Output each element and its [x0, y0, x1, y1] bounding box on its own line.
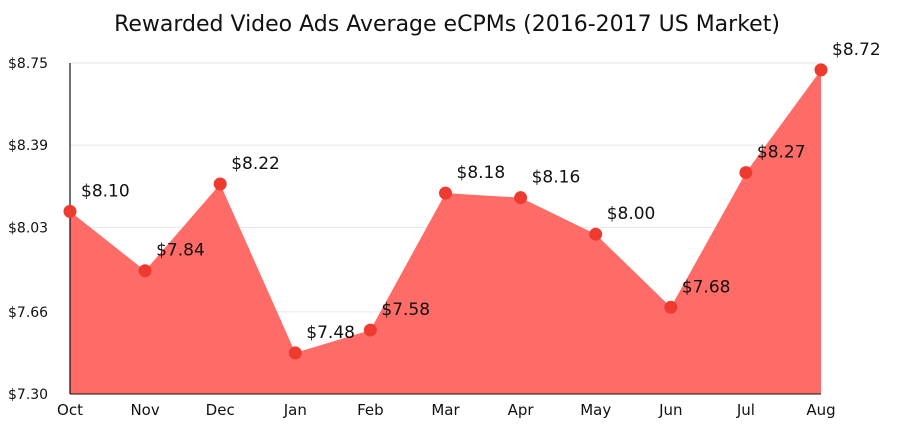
data-point: [814, 63, 828, 77]
x-tick-label: May: [580, 401, 611, 419]
data-label: $8.18: [457, 163, 506, 183]
data-label: $7.48: [306, 323, 355, 343]
x-tick-label: Feb: [357, 401, 384, 419]
data-label: $8.10: [81, 181, 130, 201]
data-point: [363, 323, 377, 337]
data-label: $8.27: [757, 143, 806, 163]
data-label: $8.00: [607, 204, 656, 224]
data-markers: [63, 63, 828, 360]
x-tick-label: Oct: [57, 401, 83, 419]
y-tick-label: $8.75: [8, 56, 48, 72]
x-tick-label: Nov: [130, 401, 159, 419]
chart-title: Rewarded Video Ads Average eCPMs (2016-2…: [114, 12, 780, 37]
x-tick-label: Apr: [508, 401, 535, 419]
data-point: [63, 204, 77, 218]
x-tick-label: Jan: [283, 401, 307, 419]
data-label: $8.22: [231, 154, 280, 174]
data-labels: $8.10 $7.84 $8.22 $7.48 $7.58 $8.18 $8.16 $8.00…: [81, 40, 881, 343]
data-label: $7.84: [156, 241, 205, 261]
axes: [69, 63, 821, 395]
data-label: $8.72: [832, 40, 881, 60]
data-point: [288, 346, 302, 360]
y-tick-label: $7.30: [8, 387, 48, 403]
y-axis-ticks: $7.30 $7.66 $8.03 $8.39 $8.75: [8, 56, 48, 403]
data-point: [213, 177, 227, 191]
data-point: [514, 191, 528, 205]
y-tick-label: $8.39: [8, 138, 48, 154]
x-tick-label: Jul: [736, 401, 755, 419]
y-tick-label: $7.66: [8, 305, 48, 321]
data-point: [664, 300, 678, 314]
data-point: [439, 186, 452, 200]
data-point: [138, 264, 152, 278]
x-axis-ticks: Oct Nov Dec Jan Feb Mar Apr May Jun Jul Aug: [57, 401, 836, 419]
x-tick-label: Mar: [431, 401, 460, 419]
data-point: [739, 166, 753, 180]
data-label: $8.16: [532, 168, 581, 188]
x-tick-label: Dec: [206, 401, 235, 419]
x-tick-label: Jun: [658, 401, 682, 419]
data-label: $7.68: [682, 277, 731, 297]
x-tick-label: Aug: [806, 401, 835, 419]
y-tick-label: $8.03: [8, 220, 48, 236]
data-point: [589, 227, 603, 241]
data-label: $7.58: [381, 300, 430, 320]
area-fill: [70, 69, 821, 395]
area-series: [70, 69, 821, 395]
